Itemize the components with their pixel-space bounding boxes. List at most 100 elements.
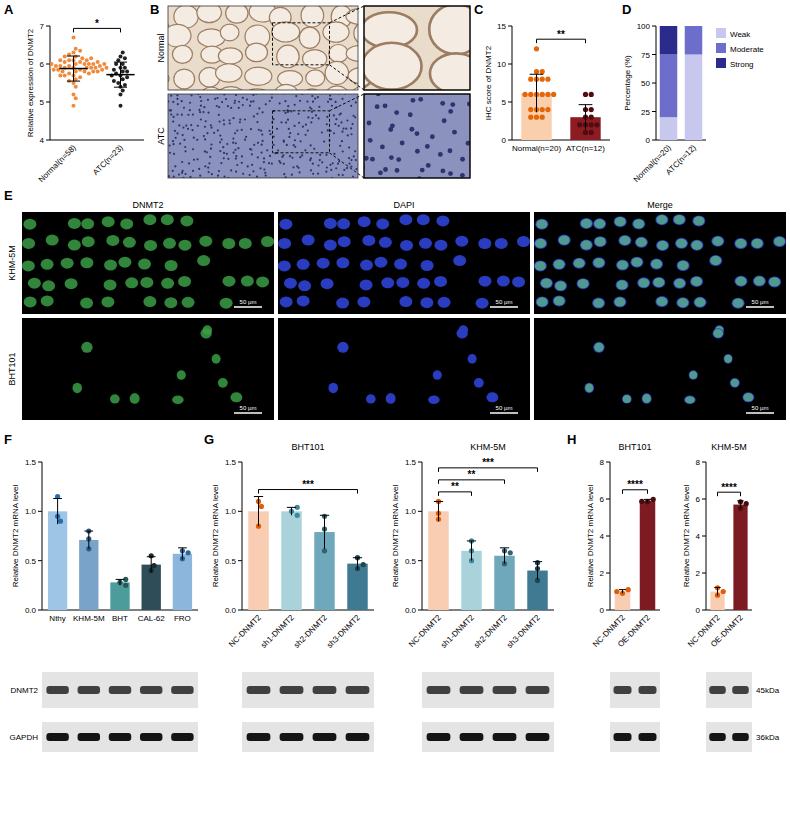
cell: [102, 216, 115, 227]
nucleus: [236, 130, 238, 132]
follicle: [346, 46, 358, 62]
nucleus: [355, 168, 357, 170]
nucleus: [301, 154, 303, 156]
nucleus: [172, 143, 174, 145]
nucleus: [325, 171, 327, 173]
data-point: [259, 504, 264, 509]
cell: [709, 255, 722, 266]
image-frame: [168, 94, 358, 178]
data-point: [50, 66, 51, 70]
blot-strip: [422, 722, 554, 752]
error-bar: [737, 501, 743, 508]
nucleus: [210, 127, 212, 129]
y-axis-title: Relative DNMT2 mRNA level: [211, 484, 220, 587]
y-tick: [508, 26, 512, 27]
cell: [558, 235, 571, 246]
blot-strip: [42, 722, 198, 752]
nucleus: [298, 171, 300, 173]
nucleus: [227, 158, 229, 160]
nucleus: [238, 107, 240, 109]
y-axis-title: Relative DNMT2 mRNA level: [682, 484, 691, 587]
cell: [61, 258, 74, 269]
cell: [733, 299, 744, 308]
data-point: [89, 56, 93, 60]
data-point: [72, 35, 76, 39]
nucleus: [321, 131, 323, 133]
cell: [22, 260, 35, 271]
cell: [178, 240, 191, 251]
nucleus: [203, 135, 205, 137]
blot-strip: [422, 672, 554, 708]
nucleus: [265, 103, 267, 105]
cell: [753, 276, 766, 287]
legend-swatch: [716, 58, 726, 68]
data-point: [74, 70, 78, 74]
error-bar: [84, 531, 93, 549]
cell: [730, 378, 740, 388]
cell: [280, 296, 293, 307]
cell: [614, 216, 627, 227]
nucleus: [318, 117, 320, 119]
nucleus: [205, 120, 207, 122]
nucleus: [174, 130, 176, 132]
nucleus: [341, 131, 343, 133]
y-tick-label: 4: [40, 136, 45, 145]
y-tick-label: 1.5: [225, 458, 237, 467]
cell: [222, 238, 235, 249]
nucleus: [287, 105, 289, 107]
cell: [578, 279, 589, 288]
chart-panel: 02468Relative DNMT2 mRNA levelBHT101HNC-…: [567, 432, 660, 649]
cell: [400, 240, 413, 251]
cell: [653, 278, 664, 287]
nucleus: [284, 100, 286, 102]
nucleus: [242, 104, 244, 106]
nucleus: [190, 124, 192, 126]
cell: [651, 259, 662, 268]
y-tick-label: 6: [40, 60, 45, 69]
cell: [420, 297, 433, 308]
data-point: [91, 62, 95, 66]
blot-band: [709, 733, 726, 741]
nucleus: [448, 109, 453, 114]
cell: [298, 280, 311, 291]
cell: [676, 297, 689, 308]
cell: [212, 354, 221, 364]
nucleus: [350, 127, 352, 129]
nucleus: [383, 103, 388, 108]
nucleus: [176, 113, 178, 115]
nucleus: [318, 106, 320, 108]
blot-band: [280, 733, 304, 741]
nucleus: [327, 101, 329, 103]
cell: [691, 277, 702, 286]
blot-band: [427, 733, 451, 741]
nucleus: [250, 101, 252, 103]
cell: [106, 235, 119, 246]
blot-band: [140, 733, 162, 741]
error-bar: [533, 562, 542, 580]
nucleus: [292, 166, 294, 168]
scale-bar-label: 50 μm: [496, 299, 513, 305]
bar-segment: [685, 55, 703, 141]
follicle: [200, 87, 223, 90]
cell: [615, 217, 626, 226]
nucleus: [283, 163, 285, 165]
cell: [712, 328, 723, 338]
nucleus: [174, 165, 176, 167]
nucleus: [181, 100, 183, 102]
nucleus: [182, 134, 184, 136]
cell: [376, 218, 389, 229]
cell: [693, 216, 704, 225]
cell: [619, 236, 630, 245]
bar: [494, 556, 514, 610]
nucleus: [329, 164, 331, 166]
nucleus: [261, 140, 263, 142]
scale-bar: [234, 306, 262, 308]
cell: [595, 237, 606, 246]
cell: [120, 218, 133, 229]
nucleus: [281, 156, 283, 158]
nucleus: [430, 134, 435, 139]
chart-panel: 0.00.51.01.5Relative DNMT2 mRNA levelKHM…: [391, 442, 554, 650]
nucleus: [192, 148, 194, 150]
nucleus: [204, 165, 206, 167]
bar: [48, 511, 67, 610]
